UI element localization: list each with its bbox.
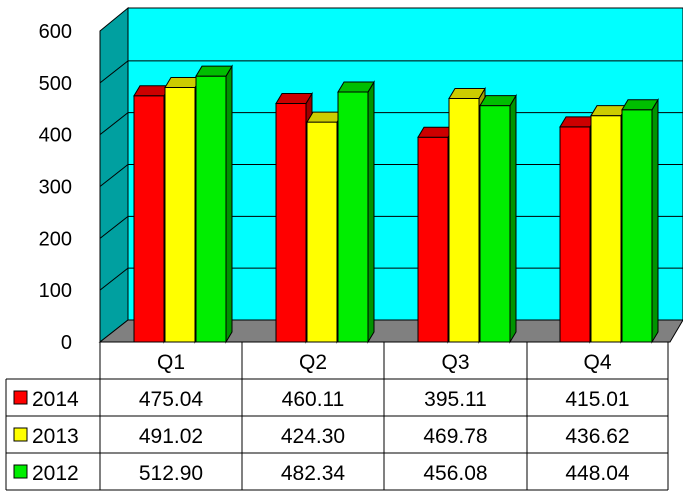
data-label: 415.01 — [565, 388, 629, 411]
legend-label: 2013 — [32, 425, 79, 448]
legend-swatch — [13, 427, 28, 442]
bar-2012-Q1 — [195, 64, 233, 344]
data-label: 512.90 — [139, 462, 203, 485]
bar-top — [337, 81, 375, 93]
legend-label: 2012 — [32, 462, 79, 485]
bar-front — [133, 95, 165, 343]
gridline-side — [99, 112, 129, 136]
data-label: 448.04 — [565, 462, 630, 485]
y-tick-label: 0 — [61, 332, 72, 354]
legend-label: 2014 — [32, 388, 79, 411]
bar-front — [164, 86, 196, 343]
bar-front — [559, 126, 591, 343]
bar-front — [448, 97, 480, 343]
bar-front — [195, 75, 227, 343]
x-category-label: Q2 — [299, 351, 327, 374]
data-label: 491.02 — [139, 425, 203, 448]
bar-top — [275, 93, 313, 105]
bar-top — [448, 87, 486, 99]
bar-side — [509, 93, 517, 344]
bar-front — [337, 91, 369, 343]
bar-2012-Q2 — [337, 80, 375, 344]
x-category-label: Q1 — [157, 351, 185, 374]
y-tick-label: 300 — [39, 177, 72, 199]
data-label: 482.34 — [281, 462, 346, 485]
bars — [133, 64, 659, 344]
data-label: 436.62 — [565, 425, 629, 448]
data-label: 475.04 — [139, 388, 204, 411]
y-tick-label: 600 — [39, 21, 72, 43]
bar-front — [621, 109, 653, 343]
y-axis: 0 100 200 300 400 500 600 — [39, 21, 72, 354]
gridline-side — [99, 164, 129, 187]
y-tick-label: 100 — [39, 280, 72, 302]
data-label: 460.11 — [282, 388, 345, 411]
x-category-label: Q3 — [441, 351, 469, 374]
y-tick-label: 500 — [39, 73, 72, 95]
bar-front — [479, 105, 511, 343]
data-label: 395.11 — [424, 388, 487, 411]
bar-side — [651, 97, 659, 344]
data-label: 469.78 — [423, 425, 487, 448]
bar-side — [225, 64, 233, 344]
data-label: 456.08 — [423, 462, 487, 485]
legend-swatch — [13, 464, 28, 479]
gridline-side — [99, 215, 129, 239]
data-label: 424.30 — [281, 425, 345, 448]
bar-top — [195, 65, 233, 77]
bar-front — [590, 115, 622, 343]
y-tick-label: 200 — [39, 228, 72, 250]
bar-2012-Q4 — [621, 97, 659, 344]
bar-2012-Q3 — [479, 93, 517, 344]
bar-front — [275, 103, 307, 343]
bar-top — [479, 95, 517, 107]
x-category-label: Q4 — [583, 351, 611, 374]
data-table: Q1 Q2 Q3 Q4 2014 475.04 460.11 395.11 415.01 2013… — [5, 341, 669, 491]
gridline-side — [99, 60, 129, 84]
bar-side — [367, 80, 375, 344]
bar-front — [417, 136, 449, 343]
bar-front — [306, 121, 338, 343]
y-tick-label: 400 — [39, 125, 72, 147]
gridline-side — [99, 267, 129, 291]
bar-top — [621, 99, 659, 111]
legend-swatch — [13, 390, 28, 405]
